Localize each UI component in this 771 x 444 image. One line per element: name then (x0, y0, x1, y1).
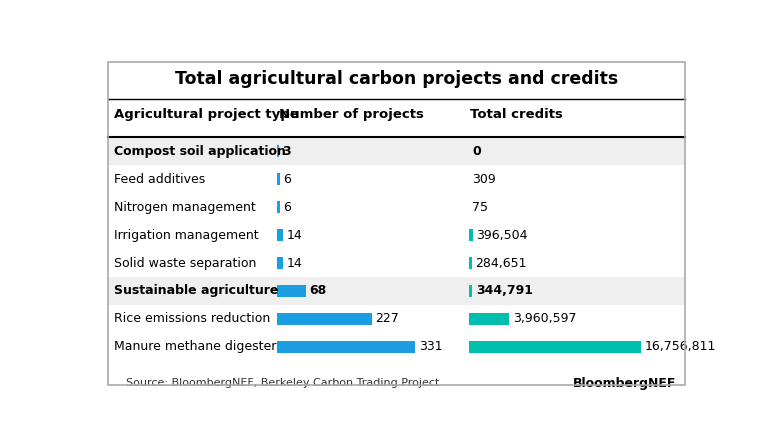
Text: Sustainable agriculture: Sustainable agriculture (114, 285, 278, 297)
Bar (108, 137, 685, 165)
Text: 16,756,811: 16,756,811 (645, 341, 716, 353)
Text: 396,504: 396,504 (476, 229, 528, 242)
Bar (469, 229, 473, 241)
Text: Manure methane digester: Manure methane digester (114, 341, 277, 353)
Bar (469, 313, 510, 325)
Text: 284,651: 284,651 (475, 257, 527, 270)
Bar (469, 285, 472, 297)
Text: 6: 6 (284, 173, 291, 186)
Text: Solid waste separation: Solid waste separation (114, 257, 257, 270)
Text: 331: 331 (419, 341, 443, 353)
Text: 3,960,597: 3,960,597 (513, 313, 577, 325)
Text: Compost soil application: Compost soil application (114, 145, 286, 158)
Text: Source: BloombergNEF, Berkeley Carbon Trading Project: Source: BloombergNEF, Berkeley Carbon Tr… (126, 378, 439, 388)
Bar (278, 201, 280, 213)
Bar (278, 285, 306, 297)
Text: Nitrogen management: Nitrogen management (114, 201, 256, 214)
Text: 227: 227 (375, 313, 399, 325)
Text: 309: 309 (472, 173, 496, 186)
Bar (278, 229, 283, 241)
Text: Agricultural project type: Agricultural project type (114, 108, 299, 121)
Text: 6: 6 (284, 201, 291, 214)
Text: 14: 14 (287, 257, 302, 270)
Text: BloombergNEF: BloombergNEF (573, 377, 676, 390)
Text: 0: 0 (472, 145, 481, 158)
Text: Total credits: Total credits (470, 108, 563, 121)
Text: Rice emissions reduction: Rice emissions reduction (114, 313, 271, 325)
Text: Total agricultural carbon projects and credits: Total agricultural carbon projects and c… (175, 70, 618, 88)
Text: Feed additives: Feed additives (114, 173, 206, 186)
Bar (278, 257, 283, 269)
Text: Number of projects: Number of projects (278, 108, 423, 121)
Text: 75: 75 (472, 201, 488, 214)
Text: 14: 14 (287, 229, 302, 242)
Bar (278, 341, 415, 353)
Text: Irrigation management: Irrigation management (114, 229, 259, 242)
Text: 68: 68 (309, 285, 327, 297)
Text: 344,791: 344,791 (476, 285, 533, 297)
Bar (469, 257, 472, 269)
Bar (278, 173, 280, 185)
Bar (278, 313, 372, 325)
Bar (469, 341, 641, 353)
Bar (108, 277, 685, 305)
Text: 3: 3 (282, 145, 291, 158)
